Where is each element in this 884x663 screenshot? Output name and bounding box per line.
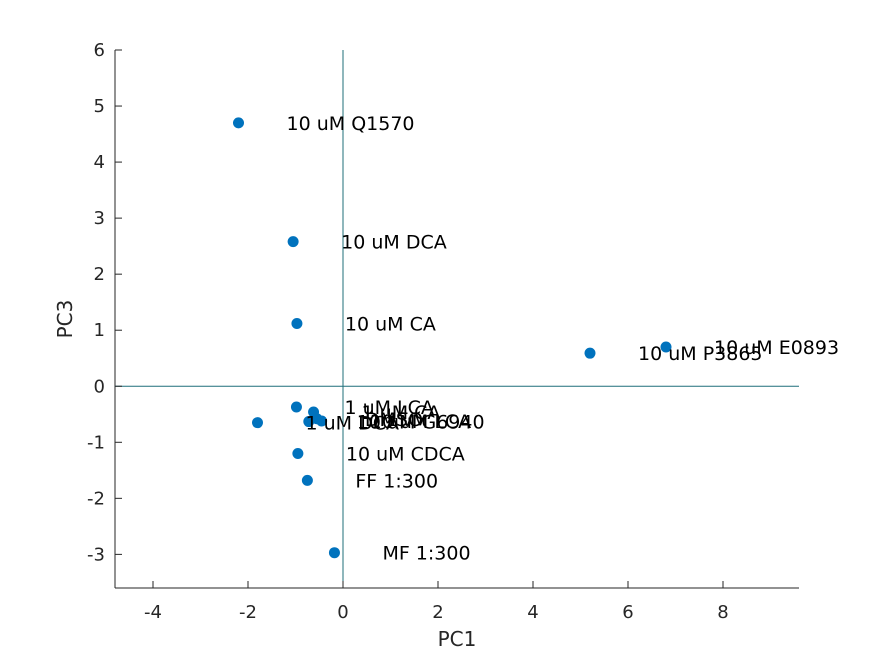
point-label: 10 uM CA — [345, 313, 436, 335]
data-point — [290, 401, 302, 413]
data-points — [233, 117, 672, 559]
point-label: 10 uM P3865 — [638, 343, 763, 365]
point-label: 10 uM Q1570 — [287, 113, 415, 135]
y-tick-label: -2 — [87, 488, 105, 509]
point-label: MF 1:300 — [382, 543, 470, 565]
x-axis-ticks: -4 -2 0 2 4 6 8 — [144, 581, 729, 623]
data-point — [303, 416, 315, 428]
y-tick-label: 6 — [94, 40, 105, 61]
data-point — [291, 317, 303, 329]
point-label: 1 uM DCA — [306, 413, 400, 435]
data-point — [328, 547, 340, 559]
y-tick-label: 3 — [94, 208, 105, 229]
x-axis-label: PC1 — [438, 627, 477, 651]
x-tick-label: -2 — [239, 602, 257, 623]
x-tick-label: -4 — [144, 602, 162, 623]
point-label: 10 uM LCA — [370, 411, 472, 433]
x-tick-label: 2 — [432, 602, 443, 623]
x-tick-label: 6 — [622, 602, 633, 623]
y-tick-label: 1 — [94, 320, 105, 341]
y-tick-label: -1 — [87, 432, 105, 453]
data-point — [301, 474, 313, 486]
data-point — [287, 236, 299, 248]
data-point — [316, 415, 328, 427]
x-tick-label: 4 — [527, 602, 538, 623]
point-label: 1 uM CA — [362, 402, 441, 424]
x-tick-label: 8 — [717, 602, 728, 623]
point-label: 10 uM DCA — [341, 232, 447, 254]
data-point — [660, 341, 672, 353]
y-tick-label: -3 — [87, 544, 105, 565]
point-label: DMSO — [365, 409, 423, 431]
axes-frame — [114, 50, 799, 589]
point-label: FF 1:300 — [355, 470, 438, 492]
data-point — [252, 417, 263, 429]
x-tick-label: 0 — [337, 602, 348, 623]
zero-crosshair — [115, 50, 799, 588]
y-tick-label: 0 — [94, 376, 105, 397]
y-tick-label: 5 — [94, 96, 105, 117]
point-label: 1 uM LCA — [344, 397, 433, 419]
data-point — [233, 117, 244, 129]
y-axis-label: PC3 — [53, 300, 77, 339]
y-tick-label: 2 — [94, 264, 105, 285]
data-point — [584, 347, 596, 359]
point-label: 10 uM E0893 — [714, 337, 839, 359]
y-axis-ticks: -3 -2 -1 0 1 2 3 4 5 6 — [87, 40, 122, 565]
point-label: 10 uM G6940 — [357, 412, 485, 434]
y-tick-label: 4 — [94, 152, 105, 173]
data-point — [292, 448, 304, 459]
point-label: 10 uM CDCA — [346, 444, 465, 466]
